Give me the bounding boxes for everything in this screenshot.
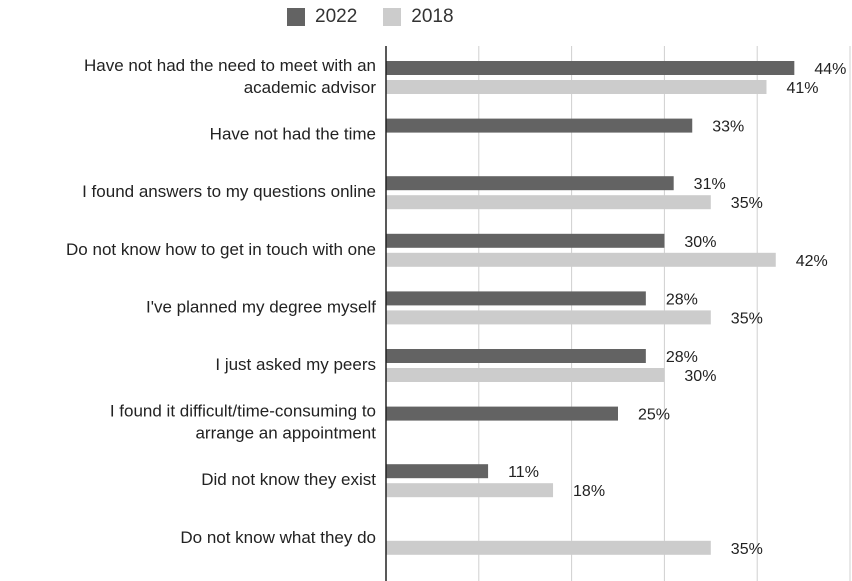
bar-2018	[386, 368, 665, 382]
bar-2018	[386, 80, 767, 94]
legend-item-2022: 2022	[287, 6, 357, 28]
category-label: I just asked my peers	[215, 355, 376, 374]
data-label-2022: 11%	[508, 464, 539, 481]
data-label-2018: 35%	[731, 541, 763, 558]
bar-2022	[386, 349, 646, 363]
bar-2022	[386, 118, 693, 133]
bar-2022	[386, 291, 646, 306]
bar-2018	[386, 540, 711, 555]
data-label-2022: 25%	[638, 407, 670, 424]
category-label: arrange an appointment	[195, 424, 376, 443]
data-label-2018: 35%	[731, 195, 763, 212]
bar-2018	[386, 310, 711, 325]
legend-swatch-2018	[383, 8, 402, 26]
data-label-2022: 44%	[814, 61, 846, 78]
bar-2022	[386, 176, 674, 191]
data-label-2018: 35%	[731, 310, 763, 327]
data-label-2018: 42%	[796, 253, 828, 270]
category-label: Have not had the need to meet with an	[84, 56, 376, 75]
bar-2022	[386, 233, 665, 248]
legend-label-2018: 2018	[411, 6, 454, 27]
category-label: I've planned my degree myself	[146, 297, 376, 316]
bar-2018	[386, 483, 554, 498]
category-label: Did not know they exist	[201, 470, 376, 489]
data-label-2018: 18%	[573, 483, 605, 500]
data-label-2022: 28%	[666, 349, 698, 366]
category-label: I found answers to my questions online	[82, 182, 376, 201]
category-label: Do not know what they do	[180, 528, 376, 547]
category-label: I found it difficult/time-consuming to	[110, 402, 376, 421]
bar-2018	[386, 195, 711, 210]
bar-2022	[386, 406, 618, 421]
bar-2022	[386, 464, 489, 479]
data-label-2022: 31%	[694, 176, 726, 193]
legend: 2022 2018	[287, 6, 480, 28]
data-label-2018: 30%	[684, 368, 716, 385]
data-label-2018: 41%	[786, 80, 818, 97]
bar-2022	[386, 61, 795, 75]
legend-item-2018: 2018	[383, 6, 454, 28]
data-label-2022: 28%	[666, 291, 698, 308]
legend-label-2022: 2022	[315, 6, 358, 27]
data-label-2022: 30%	[684, 234, 716, 251]
category-label: Have not had the time	[210, 125, 376, 144]
bar-2018	[386, 252, 776, 267]
data-label-2022: 33%	[712, 119, 744, 136]
legend-swatch-2022	[287, 8, 305, 26]
category-label: academic advisor	[244, 78, 377, 97]
category-label: Do not know how to get in touch with one	[66, 240, 376, 259]
